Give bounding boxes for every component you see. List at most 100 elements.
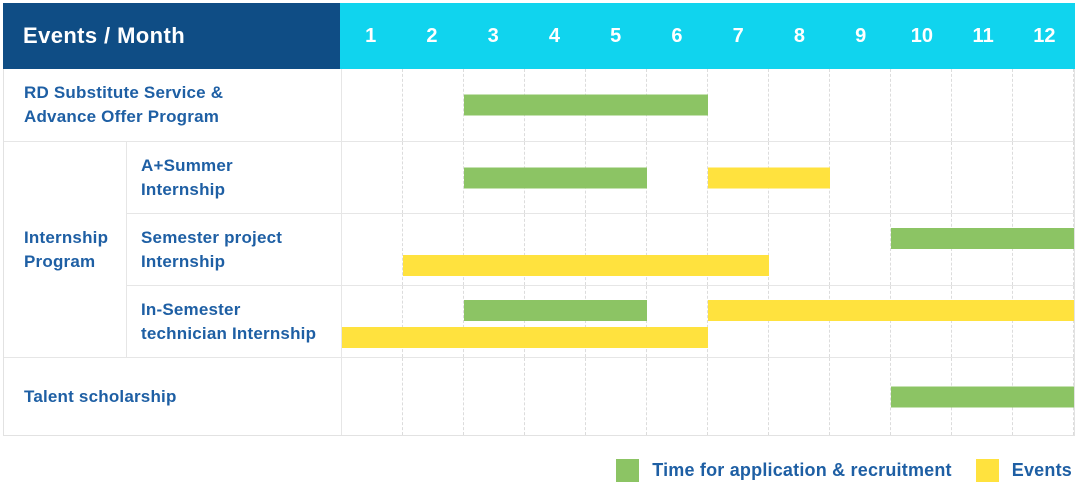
month-grid-cell: [525, 358, 586, 435]
month-header-cell: 8: [793, 24, 805, 47]
row-sublabel: In-Semester technician Internship: [126, 285, 341, 357]
row-sublabel: A+Summer Internship: [126, 141, 341, 213]
month-grid-cell: [769, 214, 830, 285]
row-months-area: [341, 141, 1074, 213]
month-header-cell: 11: [972, 24, 994, 47]
month-grid-cell: [708, 358, 769, 435]
month-grid-cell: [403, 358, 464, 435]
month-grid-cell: [525, 286, 586, 357]
months-header: 1 2 3 4 5 6 7 8 9 10 11 12: [340, 3, 1075, 69]
month-header-cell: 12: [1033, 24, 1056, 47]
month-grid-cell: [342, 214, 403, 285]
month-grid-cell: [342, 286, 403, 357]
gantt-bar-event: [403, 255, 769, 276]
month-grid-cell: [1013, 142, 1074, 213]
row-months-area: [341, 285, 1074, 357]
row-months-area: [341, 357, 1074, 435]
month-grid-cell: [891, 142, 952, 213]
month-grid-cell: [952, 286, 1013, 357]
month-grid-cell: [403, 69, 464, 141]
row-sublabel: Semester project Internship: [126, 213, 341, 285]
month-grid-cell: [464, 214, 525, 285]
legend-item-events: Events: [975, 459, 1072, 482]
month-grid-cell: [769, 286, 830, 357]
month-grid-cell: [1013, 286, 1074, 357]
month-grid-cell: [708, 214, 769, 285]
label-line: Internship: [24, 227, 109, 247]
gantt-bar-application: [464, 167, 647, 188]
row-label-rd-substitute: RD Substitute Service & Advance Offer Pro…: [4, 69, 341, 141]
label-line: RD Substitute Service &: [24, 83, 224, 102]
month-grid-cell: [403, 214, 464, 285]
month-grid-cell: [403, 142, 464, 213]
month-grid-cell: [830, 214, 891, 285]
header-title-cell: Events / Month: [3, 3, 340, 69]
month-header-cell: 1: [365, 24, 377, 47]
gantt-bar-application: [891, 228, 1074, 249]
month-grid-cell: [403, 286, 464, 357]
month-grid-cell: [342, 142, 403, 213]
row-label-talent-scholarship: Talent scholarship: [4, 357, 341, 435]
row-months-area: [341, 69, 1074, 141]
month-grid-cell: [647, 214, 708, 285]
gantt-table: Events / Month 1 2 3 4 5 6 7 8 9 10 11 12 RD Substi…: [3, 3, 1075, 436]
month-grid-cell: [586, 358, 647, 435]
month-grid-cell: [891, 214, 952, 285]
legend-label-events: Events: [1011, 460, 1072, 480]
table-header-row: Events / Month 1 2 3 4 5 6 7 8 9 10 11 12: [3, 3, 1075, 69]
legend: Time for application & recruitment Event…: [616, 459, 1072, 482]
month-grid-cell: [464, 286, 525, 357]
gantt-bar-application: [464, 94, 708, 116]
month-grid-cell: [769, 358, 830, 435]
month-grid-cell: [952, 69, 1013, 141]
month-grid-cell: [342, 358, 403, 435]
month-header-cell: 6: [671, 24, 683, 47]
month-grid-cell: [708, 286, 769, 357]
month-grid-cell: [830, 358, 891, 435]
month-header-cell: 9: [855, 24, 867, 47]
month-header-cell: 7: [732, 24, 744, 47]
label-line: Semester project: [141, 227, 283, 247]
month-grid-cell: [769, 69, 830, 141]
month-header-cell: 3: [487, 24, 499, 47]
label-line: Program: [24, 251, 96, 271]
month-grid-cell: [647, 286, 708, 357]
label-line: Talent scholarship: [24, 386, 177, 406]
label-line: In-Semester: [141, 299, 241, 319]
month-grid-cell: [830, 286, 891, 357]
month-grid-cell: [830, 69, 891, 141]
month-grid-cell: [342, 69, 403, 141]
events-month-header-label: Events / Month: [23, 23, 186, 48]
label-line: A+Summer: [141, 155, 233, 175]
month-header-cell: 4: [548, 24, 560, 47]
legend-swatch-events-yellow: [975, 459, 999, 482]
month-grid-cell: [891, 286, 952, 357]
table-body: RD Substitute Service & Advance Offer Pro…: [3, 69, 1075, 436]
gantt-bar-application: [464, 300, 647, 321]
month-grid-cell: [586, 214, 647, 285]
legend-label-application: Time for application & recruitment: [652, 460, 952, 480]
label-line: Advance Offer Program: [24, 107, 220, 126]
month-grid-cell: [952, 214, 1013, 285]
label-line: Internship: [141, 251, 226, 271]
month-grid-cell: [952, 142, 1013, 213]
month-header-cell: 10: [910, 24, 933, 47]
month-grid-cell: [464, 358, 525, 435]
month-grid-cell: [525, 214, 586, 285]
gantt-bar-event: [342, 327, 708, 348]
group-label-internship-program: Internship Program: [4, 141, 126, 357]
legend-swatch-application-green: [616, 459, 640, 482]
gantt-bar-event: [708, 167, 830, 188]
month-grid-cell: [586, 286, 647, 357]
month-grid-cell: [891, 69, 952, 141]
month-grid-cell: [647, 142, 708, 213]
month-grid-cell: [647, 358, 708, 435]
row-months-area: [341, 213, 1074, 285]
month-grid-cell: [830, 142, 891, 213]
month-grid-cell: [1013, 214, 1074, 285]
legend-item-application: Time for application & recruitment: [616, 459, 952, 482]
month-grid-cell: [708, 69, 769, 141]
label-line: Internship: [141, 179, 226, 199]
gantt-bar-application: [891, 386, 1074, 407]
